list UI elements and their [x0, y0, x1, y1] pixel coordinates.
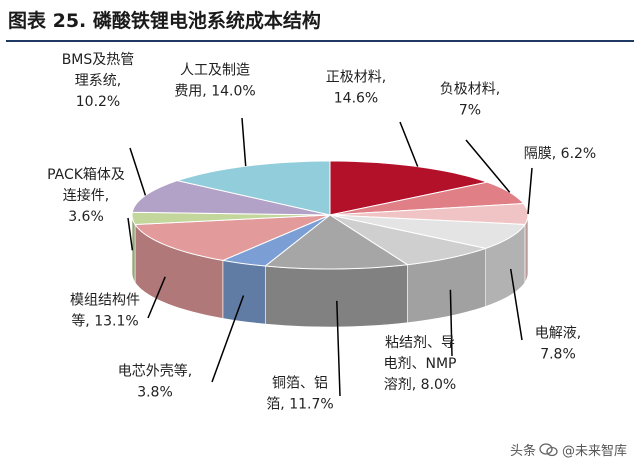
pie-slice-side-6 [264, 264, 408, 328]
slice-label-line: 14.6% [334, 91, 378, 107]
slice-label-3: 隔膜, 6.2% [524, 146, 596, 162]
watermark: 头条 @未来智库 [510, 440, 627, 459]
pie-slice-5 [329, 214, 488, 266]
pie-slice-7 [221, 214, 331, 267]
pie-slice-11 [175, 160, 331, 216]
slice-label-line: 人工及制造 [180, 63, 250, 79]
leader-line-4 [509, 268, 523, 341]
leader-line-7 [211, 295, 245, 383]
pie-slice-4 [329, 214, 526, 249]
slice-label-11: 人工及制造费用, 14.0% [174, 63, 255, 100]
slice-label-line: 连接件, [63, 187, 109, 204]
slice-label-line: 模组结构件 [70, 293, 140, 309]
pie-slice-9 [131, 211, 331, 225]
slice-label-7: 电芯外壳等, 3.8% [118, 363, 192, 401]
leader-line-8 [147, 276, 166, 319]
slice-label-line: 粘结剂、导 [385, 335, 455, 351]
pie-slice-side-7 [222, 260, 266, 325]
slice-label-4: 电解液, 7.8% [535, 326, 581, 363]
slice-label-line: 电剂、NMP [384, 356, 457, 372]
pie-top-faces [131, 160, 529, 270]
slice-label-line: 溶剂, 8.0% [384, 377, 456, 393]
watermark-prefix: 头条 [510, 444, 537, 459]
leader-lines [127, 117, 533, 397]
slice-label-line: 7% [459, 103, 481, 119]
slice-label-line: 负极材料, [440, 82, 500, 98]
slice-label-line: 电解液, [535, 326, 581, 342]
slice-label-1: 正极材料, 14.6% [326, 70, 386, 107]
chart-title: 图表 25. 磷酸铁锂电池系统成本结构 [8, 10, 321, 32]
slice-label-line: PACK箱体及 [47, 167, 125, 183]
slice-label-line: 10.2% [76, 94, 120, 110]
slice-labels: 正极材料, 14.6% 负极材料, 7% 隔膜, 6.2% 电解液, 7.8% 粘结剂、导电剂… [47, 52, 596, 413]
slice-label-line: 铜箔、铝 [272, 376, 328, 392]
slice-label-2: 负极材料, 7% [440, 82, 500, 119]
pie-slice-side-3 [524, 214, 529, 284]
slice-label-5: 粘结剂、导电剂、NMP 溶剂, 8.0% [384, 335, 457, 393]
slice-label-line: BMS及热管 [62, 52, 135, 68]
pie-slice-8 [134, 214, 331, 261]
leader-line-11 [241, 117, 247, 167]
slice-label-8: 模组结构件等, 13.1% [70, 293, 140, 330]
wechat-icon [539, 443, 558, 457]
slice-label-9: PACK箱体及连接件, 3.6% [47, 167, 125, 225]
slice-label-10: BMS及热管理系统, 10.2% [62, 52, 135, 110]
leader-line-10 [129, 147, 147, 196]
slice-label-line: 理系统, [75, 73, 121, 89]
leader-line-1 [399, 121, 419, 167]
leader-line-3 [527, 167, 533, 215]
leader-line-9 [127, 217, 134, 251]
slice-label-6: 铜箔、铝箔, 11.7% [266, 376, 333, 413]
slice-label-line: 等, 13.1% [71, 313, 138, 330]
leader-line-6 [336, 300, 341, 397]
slice-label-line: 隔膜, 6.2% [524, 146, 596, 162]
slice-label-line: 3.8% [137, 385, 173, 401]
slice-label-line: 正极材料, [326, 70, 386, 86]
slice-label-line: 3.6% [68, 209, 104, 225]
slice-label-line: 费用, 14.0% [174, 84, 255, 100]
watermark-account: @未来智库 [562, 444, 628, 459]
title-underline [6, 40, 634, 42]
pie-slice-6 [263, 214, 409, 270]
slice-label-line: 箔, 11.7% [266, 397, 333, 413]
slice-label-line: 电芯外壳等, [118, 363, 192, 380]
leader-line-5 [449, 289, 453, 357]
slice-label-line: 7.8% [540, 347, 576, 363]
pie-slice-10 [131, 180, 331, 216]
leader-line-2 [465, 139, 511, 193]
